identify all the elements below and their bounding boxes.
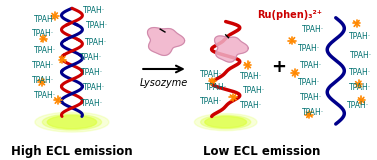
Text: TPAH·: TPAH· xyxy=(347,100,369,110)
Text: TPAH·: TPAH· xyxy=(32,76,54,85)
Text: Lysozyme: Lysozyme xyxy=(140,78,188,88)
Text: TPAH·: TPAH· xyxy=(200,70,222,79)
Text: TPAH·: TPAH· xyxy=(349,68,371,77)
Text: TPAH·: TPAH· xyxy=(302,25,324,34)
Text: TPAH·: TPAH· xyxy=(349,32,371,41)
Polygon shape xyxy=(147,28,185,55)
Text: TPAH·: TPAH· xyxy=(298,44,320,53)
Text: TPAH·: TPAH· xyxy=(205,84,227,92)
Text: TPAH·: TPAH· xyxy=(349,84,371,92)
Ellipse shape xyxy=(205,116,247,128)
Text: +: + xyxy=(271,58,286,76)
Text: TPAH·: TPAH· xyxy=(81,68,104,77)
Text: TPAH·: TPAH· xyxy=(32,29,54,38)
Text: Low ECL emission: Low ECL emission xyxy=(203,145,320,158)
Polygon shape xyxy=(215,36,248,62)
Text: TPAH·: TPAH· xyxy=(300,61,322,70)
Text: TPAH·: TPAH· xyxy=(83,84,106,92)
Text: TPAH·: TPAH· xyxy=(83,6,106,15)
Text: TPAH·: TPAH· xyxy=(85,38,107,47)
Text: TPAH·: TPAH· xyxy=(34,91,56,100)
Text: Ru(phen)₃²⁺: Ru(phen)₃²⁺ xyxy=(257,10,322,20)
Text: TPAH·: TPAH· xyxy=(300,93,322,102)
Text: TPAH·: TPAH· xyxy=(34,46,56,55)
Text: TPAH·: TPAH· xyxy=(200,97,222,106)
Text: TPAH·: TPAH· xyxy=(86,21,108,30)
Ellipse shape xyxy=(201,115,251,129)
Text: TPAH·: TPAH· xyxy=(240,100,262,110)
Text: TPAH·: TPAH· xyxy=(298,78,320,87)
Ellipse shape xyxy=(195,114,257,131)
Text: High ECL emission: High ECL emission xyxy=(11,145,133,158)
Text: TPAH·: TPAH· xyxy=(80,53,102,62)
Text: TPAH·: TPAH· xyxy=(302,108,324,117)
Text: TPAH·: TPAH· xyxy=(81,99,104,108)
Text: TPAH·: TPAH· xyxy=(34,15,56,24)
Ellipse shape xyxy=(42,114,101,130)
Ellipse shape xyxy=(47,116,97,129)
Text: TPAH·: TPAH· xyxy=(350,51,372,60)
Text: TPAH·: TPAH· xyxy=(243,86,265,95)
Text: TPAH·: TPAH· xyxy=(240,72,262,81)
Text: TPAH·: TPAH· xyxy=(32,61,54,70)
Ellipse shape xyxy=(35,112,109,132)
